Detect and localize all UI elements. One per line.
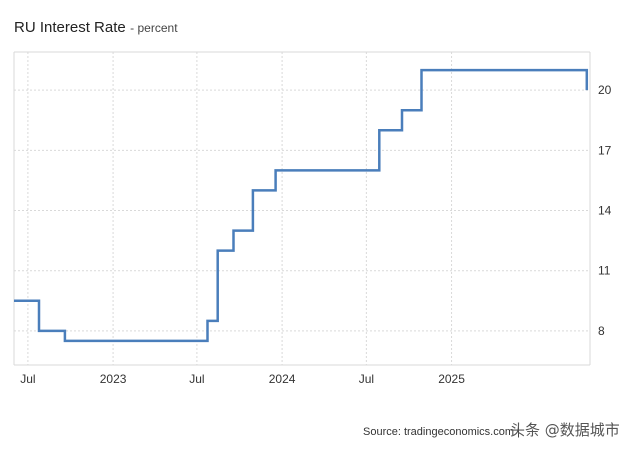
chart-grid bbox=[14, 52, 590, 365]
chart-title: RU Interest Rate - percent bbox=[14, 19, 178, 37]
x-tick-label: Jul bbox=[20, 372, 35, 386]
x-tick-label: Jul bbox=[359, 372, 374, 386]
x-tick-label: 2024 bbox=[269, 372, 296, 386]
y-tick-label: 17 bbox=[598, 143, 612, 157]
tick-labels: 8 11 14 17 20 Jul 2023 Jul 2024 Jul 2025 bbox=[20, 83, 611, 386]
y-tick-label: 8 bbox=[598, 324, 605, 338]
source-text: Source: tradingeconomics.com | bbox=[363, 426, 520, 438]
x-tick-label: Jul bbox=[189, 372, 204, 386]
y-tick-label: 20 bbox=[598, 83, 612, 97]
watermark-text: 头条 @数据城市 bbox=[510, 421, 620, 439]
rate-series-line bbox=[14, 68, 589, 343]
y-tick-label: 14 bbox=[598, 204, 612, 218]
chart-title-main: RU Interest Rate bbox=[14, 19, 126, 36]
x-tick-label: 2023 bbox=[100, 372, 127, 386]
series-layer bbox=[14, 68, 589, 343]
x-tick-label: 2025 bbox=[438, 372, 465, 386]
plot-frame bbox=[13, 51, 591, 366]
chart-subtitle: - percent bbox=[130, 21, 178, 35]
y-tick-label: 11 bbox=[598, 264, 611, 278]
